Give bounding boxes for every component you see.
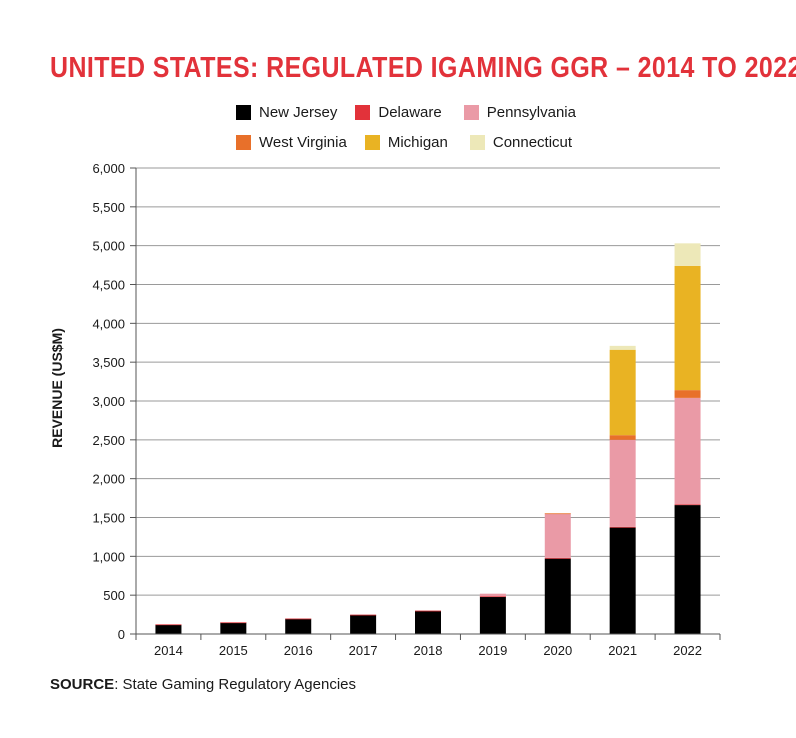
y-tick-label: 500: [103, 588, 125, 603]
bar-segment: [415, 610, 441, 612]
legend-swatch-delaware: [355, 105, 371, 120]
legend-swatch-new-jersey: [236, 105, 251, 120]
bar-segment: [220, 622, 247, 634]
x-tick-label: 2021: [608, 643, 637, 658]
bar-segment: [674, 397, 701, 505]
x-tick-labels: 2014 2015 2016 2017 2018 2019 2020 2021 2022: [154, 643, 702, 658]
legend-label-new-jersey: New Jersey: [259, 104, 338, 121]
legend-swatch-pennsylvania: [463, 105, 479, 120]
y-tick-label: 2,000: [92, 472, 125, 487]
x-tick-label: 2017: [349, 643, 378, 658]
x-tick-label: 2020: [543, 643, 572, 658]
y-tick-label: 3,000: [92, 394, 125, 409]
y-tick-label: 4,500: [92, 278, 125, 293]
chart-plot: 0 500 1,000 1,500 2,000 2,500 3,000 3,500 4,000 4…: [49, 161, 721, 658]
axes: [130, 168, 721, 640]
bar-segment: [544, 558, 571, 634]
legend-swatch-connecticut: [469, 135, 485, 150]
y-tick-label: 2,500: [92, 433, 125, 448]
legend-row-1: New Jersey Delaware Pennsylvania: [236, 104, 576, 121]
y-tick-label: 1,000: [92, 549, 125, 564]
bar-segment: [155, 624, 182, 634]
legend-item-new-jersey: New Jersey: [236, 104, 337, 121]
bar-segment: [609, 526, 636, 528]
source-label: SOURCE: [50, 676, 115, 693]
bar-segment: [674, 505, 701, 634]
y-tick-label: 4,000: [92, 316, 125, 331]
legend-item-pennsylvania: Pennsylvania: [463, 104, 576, 121]
bar-segment: [350, 614, 377, 634]
bar-segment: [674, 390, 701, 398]
bar-segment: [609, 349, 636, 436]
bar-segment: [674, 504, 701, 506]
bar-segment: [220, 622, 247, 624]
bar-segment: [479, 593, 506, 597]
x-tick-label: 2022: [673, 643, 702, 658]
bar-segment: [155, 624, 182, 626]
legend-label-pennsylvania: Pennsylvania: [486, 104, 576, 121]
legend-item-west-virginia: West Virginia: [236, 134, 347, 151]
bar-segment: [415, 610, 441, 634]
bar-segment: [479, 596, 506, 634]
chart-title: UNITED STATES: REGULATED IGAMING GGR – 2…: [50, 52, 796, 84]
x-tick-label: 2016: [284, 643, 313, 658]
bar-segment: [674, 243, 701, 266]
bars: [155, 243, 701, 634]
y-tick-label: 5,500: [92, 200, 125, 215]
bar-segment: [609, 527, 636, 634]
legend-swatch-michigan: [364, 135, 380, 150]
y-tick-label: 1,500: [92, 511, 125, 526]
legend-row-2: West Virginia Michigan Connecticut: [236, 134, 572, 151]
legend-label-delaware: Delaware: [378, 104, 442, 121]
y-tick-label: 5,000: [92, 239, 125, 254]
legend-label-michigan: Michigan: [387, 134, 448, 151]
bar-segment: [674, 265, 701, 391]
y-tick-label: 0: [118, 627, 125, 642]
legend-item-michigan: Michigan: [364, 134, 448, 151]
y-tick-label: 6,000: [92, 161, 125, 176]
bar-segment: [544, 513, 571, 558]
bar-segment: [609, 435, 636, 440]
bar-segment: [350, 614, 377, 616]
bar-segment: [479, 596, 506, 598]
legend-swatch-west-virginia: [236, 135, 251, 150]
bar-segment: [544, 557, 571, 559]
source-text: : State Gaming Regulatory Agencies: [114, 676, 356, 693]
bar-segment: [285, 618, 312, 634]
x-tick-label: 2019: [478, 643, 507, 658]
y-axis-label: REVENUE (US$M): [49, 328, 65, 448]
bar-segment: [609, 439, 636, 527]
legend-label-connecticut: Connecticut: [492, 134, 573, 151]
y-tick-label: 3,500: [92, 355, 125, 370]
legend-item-connecticut: Connecticut: [469, 134, 573, 151]
bar-segment: [285, 618, 312, 620]
bar-segment: [544, 513, 571, 515]
y-tick-labels: 0 500 1,000 1,500 2,000 2,500 3,000 3,500 4,000 4…: [92, 161, 125, 642]
x-tick-label: 2014: [154, 643, 183, 658]
legend-label-west-virginia: West Virginia: [259, 134, 347, 151]
legend-item-delaware: Delaware: [355, 104, 442, 121]
bar-segment: [609, 345, 636, 350]
x-tick-label: 2018: [414, 643, 443, 658]
source-note: SOURCE: State Gaming Regulatory Agencies: [50, 676, 356, 693]
x-tick-label: 2015: [219, 643, 248, 658]
